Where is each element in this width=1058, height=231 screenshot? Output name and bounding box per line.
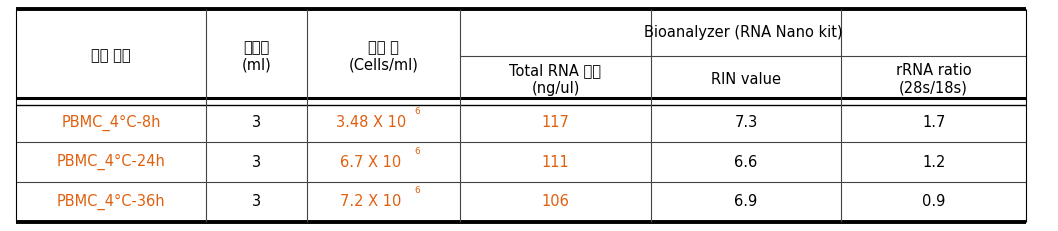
Text: 1.2: 1.2 [922, 155, 946, 170]
Text: Bioanalyzer (RNA Nano kit): Bioanalyzer (RNA Nano kit) [644, 25, 842, 40]
Text: PBMC_4°C-24h: PBMC_4°C-24h [57, 154, 165, 170]
Text: 3: 3 [252, 155, 261, 170]
Text: 1.7: 1.7 [922, 115, 946, 130]
Text: 6: 6 [415, 147, 420, 156]
Text: 샘플 정보: 샘플 정보 [91, 49, 131, 64]
Text: 6: 6 [415, 186, 420, 195]
Text: 117: 117 [542, 115, 569, 130]
Text: RIN value: RIN value [711, 72, 781, 87]
Text: 7.3: 7.3 [734, 115, 758, 130]
Text: 전혈량
(ml): 전혈량 (ml) [241, 40, 272, 72]
Text: 6.9: 6.9 [734, 195, 758, 210]
Text: 6.6: 6.6 [734, 155, 758, 170]
Text: rRNA ratio
(28s/18s): rRNA ratio (28s/18s) [896, 63, 971, 96]
Text: PBMC_4°C-36h: PBMC_4°C-36h [57, 194, 165, 210]
Text: 3: 3 [252, 195, 261, 210]
Text: 세포 수
(Cells/ml): 세포 수 (Cells/ml) [348, 40, 419, 72]
Text: 0.9: 0.9 [922, 195, 946, 210]
Text: 6: 6 [415, 107, 420, 116]
Text: 6.7 X 10: 6.7 X 10 [341, 155, 401, 170]
Text: 106: 106 [542, 195, 569, 210]
Text: PBMC_4°C-8h: PBMC_4°C-8h [61, 115, 161, 131]
Text: 3: 3 [252, 115, 261, 130]
Text: 3.48 X 10: 3.48 X 10 [335, 115, 406, 130]
Text: 111: 111 [542, 155, 569, 170]
Text: 7.2 X 10: 7.2 X 10 [340, 195, 402, 210]
Text: Total RNA 농도
(ng/ul): Total RNA 농도 (ng/ul) [510, 63, 601, 96]
